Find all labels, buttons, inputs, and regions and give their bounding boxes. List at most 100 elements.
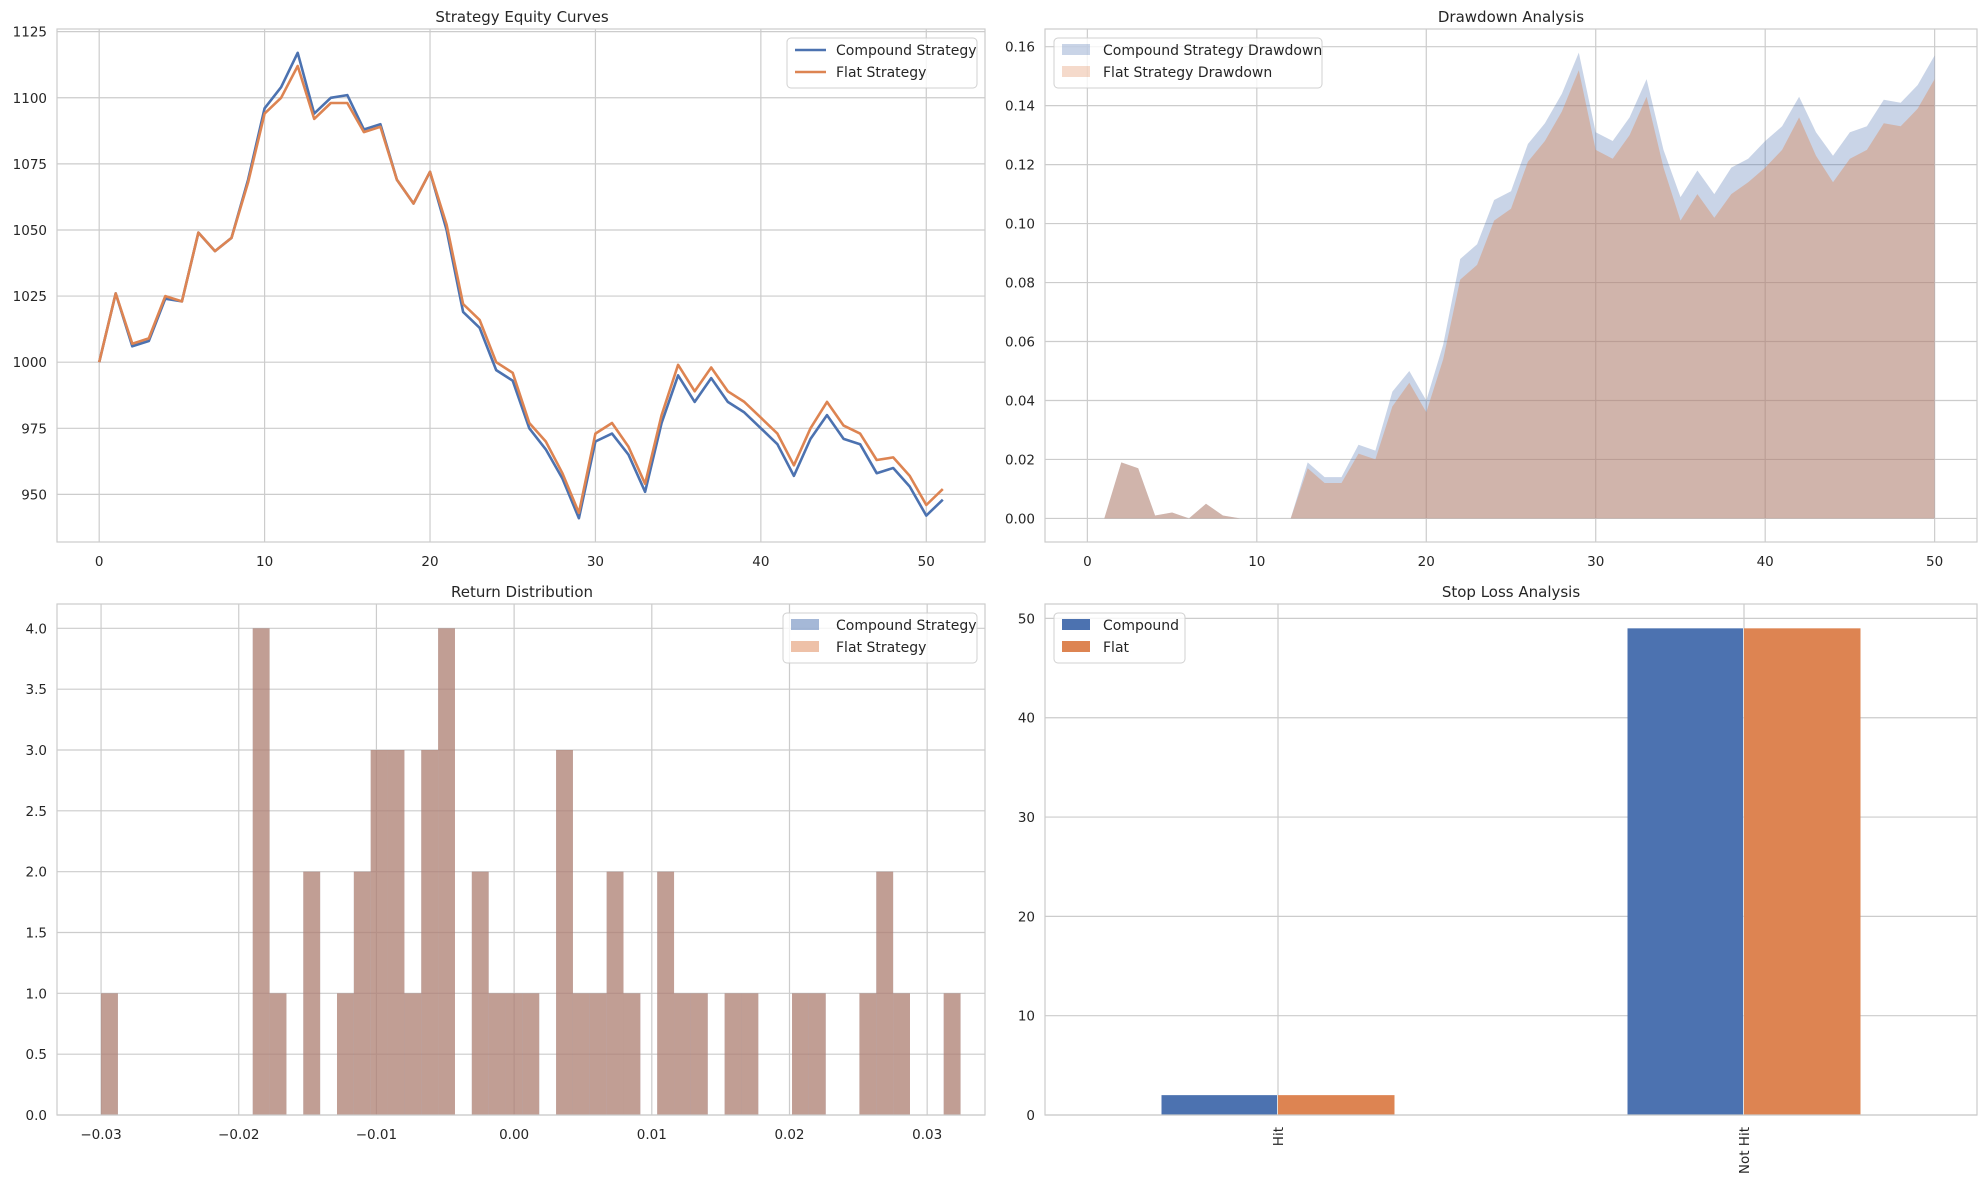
equity-y-tick-label: 1025 <box>13 289 47 305</box>
distribution-x-tick-label: 0.02 <box>774 1127 804 1143</box>
equity-legend-label-compound: Compound Strategy <box>836 43 977 59</box>
compound-stoploss-bar <box>1627 628 1743 1115</box>
equity-y-tick-label: 1100 <box>13 91 47 107</box>
drawdown-y-tick-label: 0.12 <box>1005 158 1035 174</box>
drawdown-x-tick-label: 0 <box>1083 554 1092 570</box>
drawdown-legend-label-flat: Flat Strategy Drawdown <box>1103 65 1272 81</box>
distribution-x-tick-label: −0.01 <box>356 1127 397 1143</box>
stop-loss-panel: Stop Loss Analysis 0 10 20 30 40 50 Hit Not Hit… <box>1018 583 1978 1174</box>
flat-histogram-bar <box>623 993 641 1115</box>
drawdown-y-tick-label: 0.10 <box>1005 217 1035 233</box>
flat-histogram-bar <box>387 750 405 1115</box>
flat-histogram-bar <box>421 750 439 1115</box>
stoploss-legend: Compound Flat <box>1053 612 1186 664</box>
distribution-y-tick-label: 3.0 <box>26 743 47 759</box>
drawdown-y-tick-label: 0.16 <box>1005 40 1035 56</box>
flat-histogram-bar <box>741 993 759 1115</box>
flat-histogram-bar <box>336 993 354 1115</box>
distribution-legend-label-compound: Compound Strategy <box>836 618 977 634</box>
compound-drawdown-area <box>1087 52 1935 519</box>
equity-x-tick-label: 50 <box>918 554 935 570</box>
flat-histogram-bar <box>690 993 708 1115</box>
stoploss-y-tick-label: 50 <box>1018 611 1035 627</box>
flat-histogram-bar <box>893 993 910 1115</box>
stoploss-chart-title: Stop Loss Analysis <box>1442 583 1581 601</box>
distribution-y-tick-label: 2.5 <box>26 804 47 820</box>
drawdown-panel: Drawdown Analysis 0 10 20 30 40 50 0.00 0.02 0.0… <box>1005 8 1978 570</box>
distribution-x-tick-label: 0.00 <box>499 1127 529 1143</box>
flat-histogram-bar <box>792 993 809 1115</box>
distribution-x-tick-label: −0.03 <box>80 1127 121 1143</box>
stoploss-legend-label-compound: Compound <box>1103 618 1179 634</box>
equity-x-tick-label: 20 <box>421 554 438 570</box>
flat-histogram-bar <box>859 993 877 1115</box>
flat-histogram-bar <box>943 993 961 1115</box>
equity-y-tick-label: 975 <box>21 421 47 437</box>
drawdown-x-tick-label: 30 <box>1587 554 1604 570</box>
compound-stoploss-bar <box>1161 1095 1277 1115</box>
distribution-chart-title: Return Distribution <box>451 583 593 601</box>
distribution-x-tick-label: 0.03 <box>912 1127 942 1143</box>
flat-histogram-bar <box>505 993 523 1115</box>
flat-histogram-bar <box>876 871 894 1115</box>
drawdown-y-tick-label: 0.02 <box>1005 452 1035 468</box>
equity-x-tick-label: 10 <box>256 554 273 570</box>
flat-histogram-bar <box>471 871 489 1115</box>
equity-legend-box <box>786 37 978 89</box>
flat-histogram-bar <box>404 993 422 1115</box>
distribution-x-tick-label: 0.01 <box>637 1127 667 1143</box>
flat-histogram-bar <box>101 993 118 1115</box>
drawdown-x-tick-label: 50 <box>1926 554 1943 570</box>
equity-chart-title: Strategy Equity Curves <box>435 8 608 26</box>
flat-histogram-bar <box>303 871 321 1115</box>
drawdown-legend: Compound Strategy Drawdown Flat Strategy… <box>1053 37 1323 89</box>
flat-histogram-bar <box>589 993 607 1115</box>
flat-histogram-bar <box>522 993 540 1115</box>
equity-axes-frame <box>56 28 986 543</box>
flat-histogram-bar <box>724 993 742 1115</box>
flat-histogram-bar <box>438 628 455 1115</box>
distribution-y-tick-label: 1.5 <box>26 926 47 942</box>
drawdown-legend-label-compound: Compound Strategy Drawdown <box>1103 43 1322 59</box>
distribution-y-tick-label: 0.0 <box>26 1108 47 1124</box>
drawdown-legend-swatch-flat <box>1062 66 1090 77</box>
distribution-legend-box <box>782 612 978 664</box>
stoploss-category-label: Hit <box>1271 1127 1287 1146</box>
drawdown-axes-background <box>1045 29 1977 542</box>
distribution-y-tick-label: 1.0 <box>26 986 47 1002</box>
distribution-legend: Compound Strategy Flat Strategy <box>782 612 978 664</box>
distribution-x-tick-label: −0.02 <box>218 1127 259 1143</box>
distribution-legend-swatch-compound <box>791 619 819 630</box>
stoploss-y-tick-label: 40 <box>1018 711 1035 727</box>
stoploss-legend-swatch-flat <box>1062 641 1090 652</box>
flat-histogram-bar <box>252 628 270 1115</box>
equity-curves-panel: Strategy Equity Curves 0 10 20 30 40 50 950 975… <box>13 8 986 570</box>
distribution-legend-swatch-flat <box>791 641 819 652</box>
flat-histogram-bar <box>269 993 287 1115</box>
flat-stoploss-bar <box>1278 1095 1395 1115</box>
stoploss-y-tick-label: 0 <box>1026 1108 1035 1124</box>
distribution-y-tick-label: 2.0 <box>26 865 47 881</box>
equity-y-tick-label: 1000 <box>13 355 47 371</box>
distribution-axes-frame <box>56 603 986 1116</box>
stoploss-category-label: Not Hit <box>1737 1127 1753 1174</box>
flat-histogram-bar <box>353 871 371 1115</box>
drawdown-chart-title: Drawdown Analysis <box>1438 8 1584 26</box>
distribution-y-tick-label: 0.5 <box>26 1047 47 1063</box>
equity-y-tick-label: 950 <box>21 487 47 503</box>
drawdown-x-tick-label: 20 <box>1418 554 1435 570</box>
equity-x-tick-label: 40 <box>752 554 769 570</box>
flat-histogram-bar <box>488 993 506 1115</box>
flat-equity-line <box>97 64 944 515</box>
flat-drawdown-area <box>1087 70 1935 519</box>
equity-x-tick-label: 0 <box>95 554 104 570</box>
equity-axes-background <box>57 29 985 542</box>
stoploss-y-tick-label: 10 <box>1018 1009 1035 1025</box>
flat-histogram-bar <box>572 993 590 1115</box>
stoploss-axes-frame <box>1044 603 1978 1116</box>
distribution-y-tick-label: 4.0 <box>26 621 47 637</box>
drawdown-y-tick-label: 0.08 <box>1005 276 1035 292</box>
drawdown-legend-swatch-compound <box>1062 44 1090 55</box>
equity-legend-label-flat: Flat Strategy <box>836 65 926 81</box>
